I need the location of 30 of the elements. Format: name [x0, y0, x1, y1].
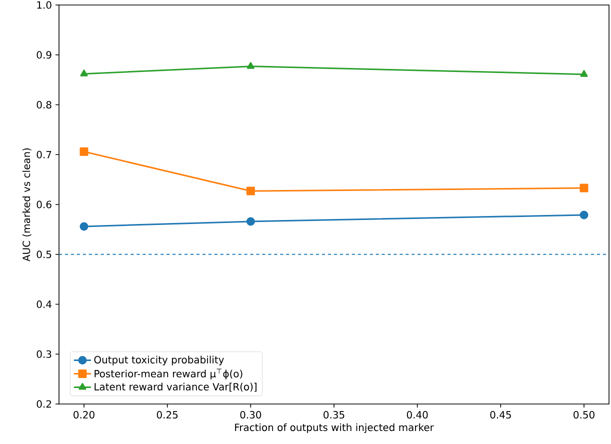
- y-tick-label: 0.7: [36, 150, 52, 158]
- legend-label: Latent reward variance Var[R(o)]: [94, 382, 256, 392]
- point: [246, 186, 255, 196]
- y-tick-label: 0.6: [36, 200, 52, 208]
- y-tick-label: 0.4: [36, 300, 52, 308]
- y-tick-label: 0.8: [36, 100, 52, 109]
- y-tick-label: 0.5: [36, 250, 52, 258]
- x-tick-label: 0.35: [324, 410, 344, 419]
- point: [580, 184, 588, 192]
- x-tick-label: 0.25: [156, 410, 178, 419]
- point: [580, 70, 588, 77]
- y-tick-label: 0.2: [36, 400, 51, 408]
- x-tick-label: 0.20: [74, 410, 94, 419]
- legend-label: Posterior-mean reward μ$^{⊤}$ϕ(o): [94, 368, 242, 380]
- legend-label: Output toxicity probability: [94, 356, 224, 366]
- x-tick-label: 0.30: [240, 410, 262, 419]
- point: [80, 222, 88, 231]
- y-axis-title: AUC (marked vs clean): [22, 148, 32, 262]
- point: [80, 70, 88, 76]
- x-tick-label: 0.50: [574, 410, 594, 419]
- y-tick-label: 0.3: [36, 350, 52, 358]
- x-tick-label: 0.40: [406, 410, 428, 419]
- point: [580, 210, 588, 220]
- point: [80, 147, 88, 156]
- point: [246, 217, 255, 226]
- y-tick-label: 1.0: [37, 1, 52, 9]
- x-axis-title: Fraction of outputs with injected marker: [235, 423, 434, 434]
- point: [246, 62, 254, 69]
- x-tick-label: 0.45: [490, 410, 511, 419]
- y-tick-label: 0.9: [36, 51, 52, 59]
